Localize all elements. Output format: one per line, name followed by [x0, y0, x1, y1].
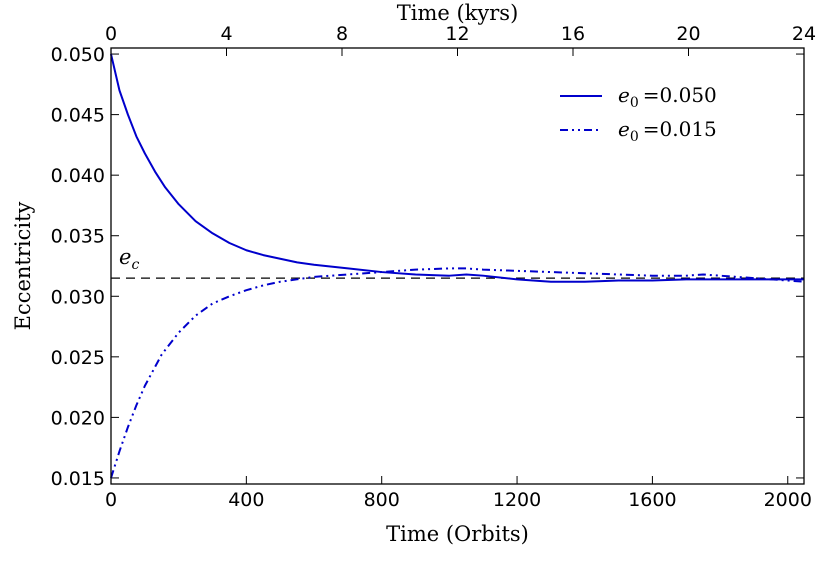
x-tick-label: 0 — [105, 489, 117, 511]
y-tick-label: 0.030 — [51, 286, 105, 308]
y-tick-label: 0.050 — [51, 44, 105, 66]
top-x-tick-label: 16 — [561, 23, 585, 45]
top-x-tick-label: 0 — [105, 23, 117, 45]
plot-frame — [110, 47, 805, 485]
legend: e0 =0.050 e0 =0.015 — [560, 83, 717, 145]
x-tick-label: 2000 — [764, 489, 812, 511]
ticks-layer: 0 400 800 1200 1600 2000 0 4 8 12 16 20 24 0.015 0.020… — [51, 23, 817, 511]
legend-label-e0-015-value: =0.015 — [643, 117, 717, 141]
top-x-axis-title: Time (kyrs) — [397, 1, 519, 25]
top-x-tick-label: 8 — [336, 23, 348, 45]
x-tick-label: 400 — [228, 489, 264, 511]
critical-eccentricity-label: ec — [119, 245, 139, 273]
y-tick-label: 0.015 — [51, 468, 105, 490]
y-tick-label: 0.025 — [51, 347, 105, 369]
x-tick-label: 800 — [364, 489, 400, 511]
legend-label-e0-015-main: e — [618, 117, 630, 141]
legend-label-e0-015: e0 =0.015 — [618, 117, 717, 145]
series-layer — [110, 53, 805, 479]
top-x-tick-label: 12 — [445, 23, 469, 45]
y-tick-label: 0.045 — [51, 105, 105, 127]
legend-label-e0-015-sub: 0 — [630, 129, 639, 145]
y-tick-label: 0.035 — [51, 226, 105, 248]
series-line-e0-015 — [110, 267, 805, 479]
legend-label-e0-050-sub: 0 — [630, 95, 639, 111]
y-tick-label: 0.020 — [51, 407, 105, 429]
legend-label-e0-050-value: =0.050 — [643, 83, 717, 107]
critical-eccentricity-label-main: e — [119, 245, 131, 269]
legend-label-e0-050: e0 =0.050 — [618, 83, 717, 111]
x-tick-label: 1600 — [628, 489, 676, 511]
y-axis-title: Eccentricity — [11, 201, 35, 330]
y-tick-label: 0.040 — [51, 165, 105, 187]
x-tick-label: 1200 — [493, 489, 541, 511]
x-axis-title: Time (Orbits) — [386, 522, 529, 546]
top-x-tick-label: 4 — [220, 23, 232, 45]
top-x-tick-label: 20 — [676, 23, 700, 45]
top-x-tick-label: 24 — [792, 23, 816, 45]
legend-label-e0-050-main: e — [618, 83, 630, 107]
critical-eccentricity-label-sub: c — [131, 257, 139, 273]
series-line-e0-050 — [110, 53, 804, 283]
